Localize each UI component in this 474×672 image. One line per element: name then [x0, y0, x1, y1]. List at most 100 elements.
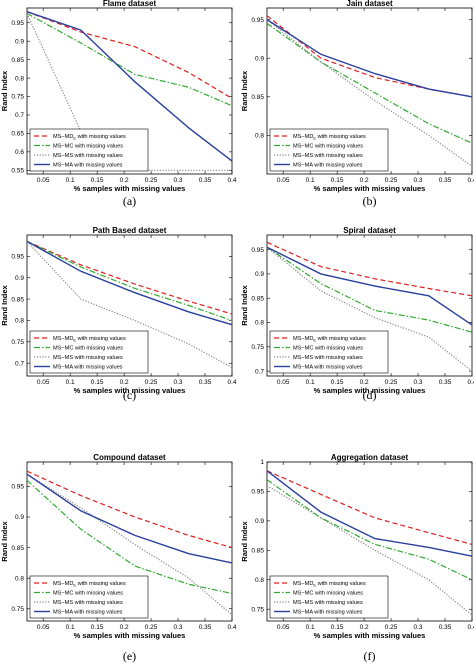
x-tick-label: 0.15 [91, 624, 104, 631]
x-tick-label: 0.4 [227, 379, 236, 386]
x-tick-label: 0.1 [66, 379, 75, 386]
y-tick-label: 0.95 [251, 489, 264, 496]
series-line-2 [26, 12, 233, 107]
series-line-1 [26, 11, 233, 99]
plot-frame [266, 234, 473, 377]
x-axis-label: % samples with missing values [314, 631, 426, 640]
x-tick-label: 0.35 [199, 624, 212, 631]
plot-frame [26, 461, 233, 622]
legend-label: MS−MA with missing values [293, 365, 363, 371]
series-line-3 [26, 473, 233, 616]
legend-label: MS−MC with missing values [53, 346, 123, 352]
x-tick-label: 0.35 [439, 177, 452, 184]
x-tick-label: 0.35 [199, 177, 212, 184]
series-line-4 [266, 246, 473, 326]
legend-label: MS−MC with missing values [293, 144, 363, 150]
x-axis-label: % samples with missing values [74, 631, 186, 640]
y-tick-label: 0.85 [11, 296, 24, 303]
legend-label: MS−MA with missing values [293, 610, 363, 616]
series-line-2 [266, 246, 473, 333]
legend-label: MS−MS with missing values [53, 153, 123, 159]
x-tick-label: 0.05 [277, 624, 290, 631]
chart-title: Spiral dataset [343, 226, 396, 235]
x-axis-label: % samples with missing values [74, 386, 186, 395]
y-tick-label: 0.9 [255, 55, 264, 62]
y-tick-label: 0.75 [11, 606, 24, 613]
x-tick-label: 0.2 [120, 624, 129, 631]
y-tick-label: 0.95 [11, 20, 24, 27]
x-axis-label: % samples with missing values [314, 184, 426, 193]
y-tick-label: 0.75 [11, 94, 24, 101]
series-line-2 [266, 22, 473, 144]
plot-frame [26, 234, 233, 377]
series-line-2 [26, 240, 233, 322]
x-tick-label: 0.3 [174, 624, 183, 631]
x-tick-label: 0.15 [331, 379, 344, 386]
x-tick-label: 0.35 [439, 624, 452, 631]
plot-frame [266, 461, 473, 622]
y-tick-label: 0.8 [15, 75, 24, 82]
y-axis-label: Rand Index [240, 520, 249, 561]
legend-label: MS−MS with missing values [53, 600, 123, 606]
y-tick-label: 0.7 [15, 360, 24, 367]
y-tick-label: 0.85 [251, 548, 264, 555]
x-tick-label: 0.2 [360, 624, 369, 631]
x-tick-label: 0.4 [227, 177, 236, 184]
x-tick-label: 0.05 [37, 177, 50, 184]
y-tick-label: 0.8 [255, 577, 264, 584]
x-tick-label: 0.05 [277, 177, 290, 184]
legend-label: MS−MC with missing values [293, 591, 363, 597]
plot-frame [266, 7, 473, 175]
x-tick-label: 0.3 [414, 379, 423, 386]
chart-title: Jain dataset [346, 0, 393, 8]
y-tick-label: 0.95 [11, 484, 24, 491]
y-tick-label: 0.95 [251, 17, 264, 24]
x-tick-label: 0.3 [174, 379, 183, 386]
legend: MS−MDE with missing values MS−MC with mis… [29, 128, 149, 172]
chart-panel-6: Aggregation dataset 0.05 0.1 0.15 0.2 0.25 0.3… [240, 453, 474, 663]
y-tick-label: 0.75 [251, 344, 264, 351]
chart-panel-5: Compound dataset 0.05 0.1 0.15 0.2 0.25 0.3 0.3… [0, 453, 237, 663]
series-line-3 [266, 19, 473, 167]
y-tick-label: 0.8 [15, 575, 24, 582]
chart-title: Path Based dataset [93, 226, 167, 235]
y-tick-label: 0.55 [11, 168, 24, 175]
legend-label: MS−MS with missing values [293, 153, 363, 159]
legend-label: MS−MC with missing values [53, 591, 123, 597]
y-tick-label: 0.9 [255, 518, 264, 525]
series-line-1 [266, 470, 473, 545]
x-tick-label: 0.4 [467, 177, 474, 184]
x-tick-label: 0.15 [91, 177, 104, 184]
x-axis-label: % samples with missing values [314, 386, 426, 395]
y-tick-label: 0.9 [255, 271, 264, 278]
series-line-1 [266, 15, 473, 98]
x-tick-label: 0.25 [145, 379, 158, 386]
x-tick-label: 0.25 [145, 177, 158, 184]
y-tick-label: 0.75 [11, 339, 24, 346]
y-tick-label: 0.95 [251, 247, 264, 254]
x-tick-label: 0.4 [227, 624, 236, 631]
x-tick-label: 0.2 [360, 177, 369, 184]
x-tick-label: 0.2 [120, 177, 129, 184]
y-tick-label: 0.85 [11, 545, 24, 552]
series-line-4 [266, 19, 473, 98]
x-tick-label: 0.3 [414, 624, 423, 631]
subfigure-caption: (a) [123, 194, 136, 208]
series-line-1 [266, 241, 473, 297]
x-tick-label: 0.15 [331, 624, 344, 631]
y-tick-label: 0.7 [15, 112, 24, 119]
legend-label: MS−MA with missing values [53, 365, 123, 371]
y-axis-label: Rand Index [0, 70, 9, 111]
y-axis-label: Rand Index [0, 520, 9, 561]
subfigure-caption: (f) [364, 649, 376, 663]
subfigure-caption: (d) [363, 388, 377, 402]
legend: MS−MDE with missing values MS−MC with mis… [269, 575, 389, 619]
series-line-2 [266, 479, 473, 581]
series-line-4 [26, 11, 233, 162]
x-tick-label: 0.1 [306, 624, 315, 631]
legend-label: MS−MS with missing values [293, 355, 363, 361]
y-tick-label: 0.9 [15, 514, 24, 521]
x-tick-label: 0.1 [66, 177, 75, 184]
chart-panel-4: Spiral dataset 0.05 0.1 0.15 0.2 0.25 0.3 0.35 0… [240, 226, 474, 402]
